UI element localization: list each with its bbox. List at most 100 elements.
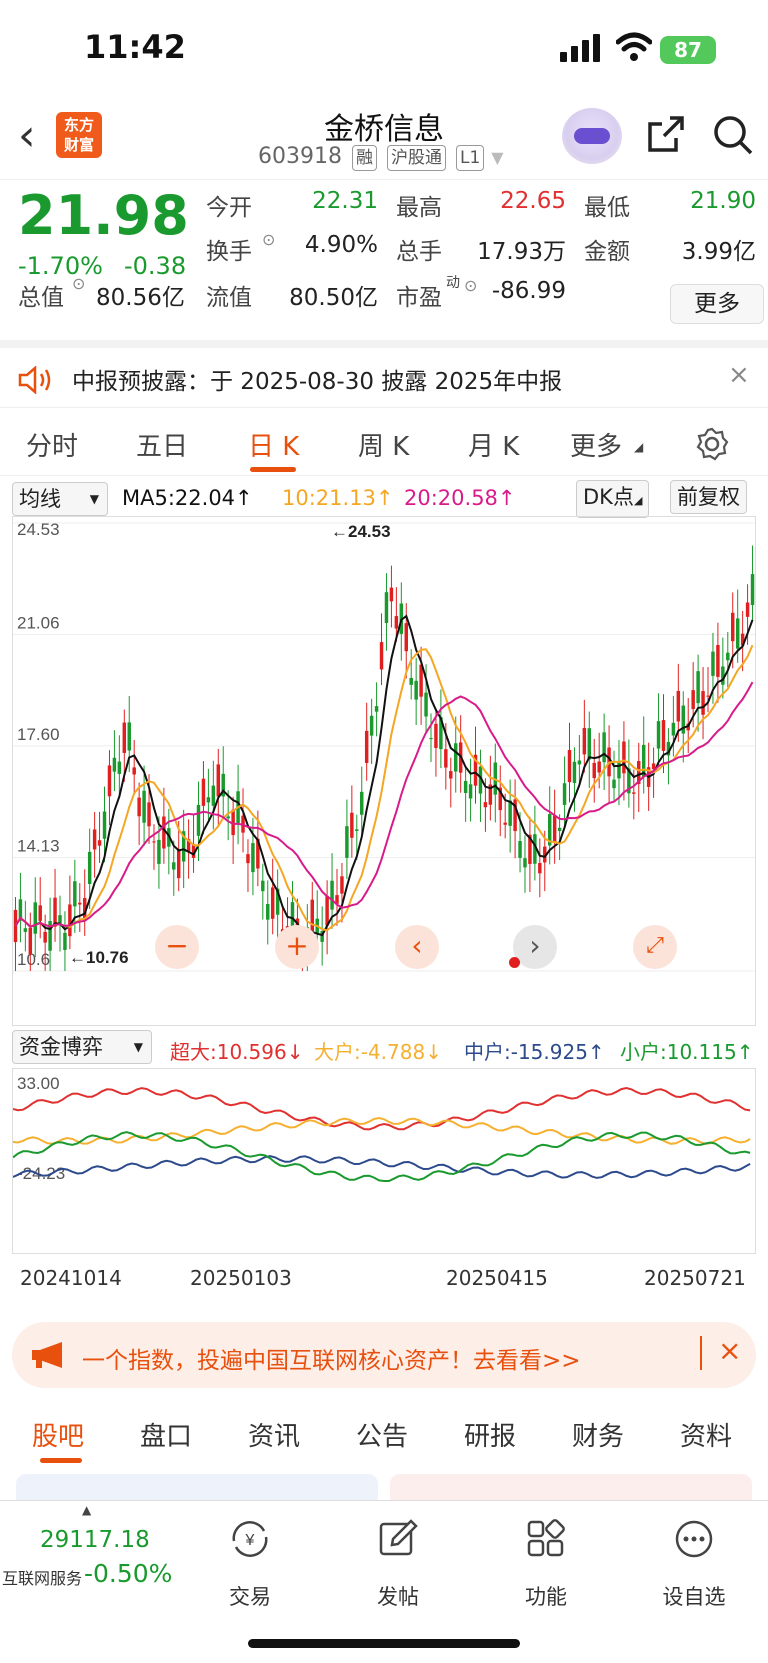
tab-profile[interactable]: 资料	[680, 1422, 733, 1452]
pe-value: -86.99	[491, 278, 566, 304]
scroll-left-button[interactable]: ‹	[395, 925, 439, 969]
fund-select[interactable]: 资金博弈 ▼	[12, 1030, 152, 1064]
candle-body	[656, 721, 661, 749]
y-axis-label: 10.6	[17, 950, 50, 969]
card-left[interactable]	[16, 1474, 378, 1502]
candle-body	[533, 834, 537, 864]
mktcap-value: 80.56亿	[96, 285, 185, 311]
zoom-in-button[interactable]: +	[275, 925, 319, 969]
battery-icon: 87	[660, 36, 716, 64]
candle-body	[508, 800, 512, 826]
more-button[interactable]: 更多	[670, 284, 764, 324]
nav-add-watchlist[interactable]: 设自选	[662, 1585, 726, 1609]
candle-body	[186, 839, 191, 852]
zoom-out-button[interactable]: −	[155, 925, 199, 969]
trade-icon[interactable]: ¥	[228, 1519, 272, 1559]
info-icon[interactable]: ⊙	[464, 276, 478, 295]
candle-body	[468, 784, 473, 799]
candle-body	[142, 790, 146, 823]
tab-announcements[interactable]: 公告	[356, 1422, 409, 1452]
dropdown-arrow-icon: ▼	[133, 1040, 143, 1054]
tab-forum[interactable]: 股吧	[32, 1422, 85, 1452]
stock-code-row[interactable]: 603918 融 沪股通 L1 ▼	[258, 144, 504, 171]
candle-body	[38, 905, 42, 921]
card-right[interactable]	[390, 1474, 752, 1502]
info-icon[interactable]: ⊙	[262, 230, 276, 249]
candle-body	[53, 897, 57, 927]
active-tab-indicator	[40, 1458, 82, 1463]
candle-body	[231, 809, 235, 836]
candle-body	[68, 904, 72, 937]
search-icon[interactable]	[712, 114, 754, 156]
y-axis-label: 21.06	[17, 614, 60, 633]
tab-news[interactable]: 资讯	[248, 1422, 301, 1452]
quote-panel: 21.98 -1.70% -0.38 今开 22.31 最高 22.65 最低 …	[0, 180, 768, 340]
indicator-select-label: 均线	[19, 487, 61, 511]
candle-body	[676, 690, 681, 722]
dk-point-button[interactable]: DK点◢	[576, 480, 650, 518]
tab-financials[interactable]: 财务	[572, 1422, 625, 1452]
candle-body	[735, 618, 740, 649]
promo-text: 一个指数，投遍中国互联网核心资产！去看看>>	[82, 1348, 581, 1374]
tab-five-day[interactable]: 五日	[136, 432, 189, 462]
more-dots-icon[interactable]	[674, 1519, 714, 1559]
candle-body	[310, 899, 315, 931]
y-axis-label: 24.53	[17, 520, 60, 539]
open-value: 22.31	[312, 188, 378, 214]
candle-body	[320, 931, 324, 942]
candle-body	[409, 677, 413, 685]
candle-body	[602, 732, 606, 763]
back-button[interactable]: ‹	[18, 110, 36, 161]
candle-body	[429, 738, 433, 740]
candle-body	[58, 915, 62, 925]
close-icon[interactable]: ×	[718, 1334, 742, 1367]
info-icon[interactable]: ⊙	[72, 274, 86, 293]
candle-body	[696, 671, 700, 704]
notice-text: 中报预披露：于 2025-08-30 披露 2025年中报	[72, 369, 563, 395]
adjust-button[interactable]: 前复权	[670, 480, 747, 514]
date-axis: 20241014 20250103 20250415 20250721	[0, 1264, 768, 1294]
index-value[interactable]: 29117.18	[40, 1527, 150, 1553]
speaker-icon	[18, 366, 51, 394]
settings-gear-icon[interactable]	[694, 426, 730, 462]
candle-body	[439, 717, 443, 750]
eastmoney-logo: 东方 财富	[56, 112, 102, 158]
tab-weekly-k[interactable]: 周 K	[358, 432, 410, 462]
nav-post[interactable]: 发帖	[377, 1585, 419, 1609]
logo-text-2: 财富	[63, 136, 94, 154]
tab-more[interactable]: 更多	[570, 432, 623, 462]
tab-daily-k[interactable]: 日 K	[248, 432, 300, 462]
tab-intraday[interactable]: 分时	[26, 432, 79, 462]
candle-body	[444, 749, 448, 768]
nav-trade[interactable]: 交易	[229, 1585, 271, 1609]
functions-grid-icon[interactable]	[526, 1519, 566, 1559]
notice-bar[interactable]: 中报预披露：于 2025-08-30 披露 2025年中报 ×	[0, 340, 768, 408]
candle-body	[582, 727, 587, 755]
nav-functions[interactable]: 功能	[525, 1585, 567, 1609]
indicator-select[interactable]: 均线 ▼	[12, 482, 108, 516]
candle-body	[340, 876, 344, 894]
candle-body	[330, 880, 334, 910]
active-tab-indicator	[250, 467, 296, 472]
candle-body	[567, 749, 572, 783]
candle-body	[503, 822, 507, 825]
kline-tabs: 分时 五日 日 K 周 K 月 K 更多 ◢	[0, 410, 768, 476]
fullscreen-icon[interactable]: ⤢	[633, 925, 677, 969]
ma20-value: 20:20.58↑	[404, 486, 516, 510]
kline-svg: 24.53 21.06 17.60 14.13 10.6 ←24.53 ←10.76	[13, 520, 755, 972]
ma20-line	[14, 681, 754, 928]
tab-research[interactable]: 研报	[464, 1422, 517, 1452]
kline-chart[interactable]: 24.53 21.06 17.60 14.13 10.6 ←24.53 ←10.76 − +…	[12, 516, 756, 1026]
promo-banner[interactable]: 一个指数，投遍中国互联网核心资产！去看看>> ×	[12, 1322, 756, 1388]
share-icon[interactable]	[646, 114, 686, 154]
post-icon[interactable]	[378, 1519, 418, 1559]
scroll-right-button[interactable]: ›	[513, 925, 557, 969]
ai-assistant-icon[interactable]	[562, 108, 622, 164]
clock: 11:42	[84, 28, 186, 66]
tab-orderbook[interactable]: 盘口	[140, 1422, 193, 1452]
candle-body	[266, 903, 270, 920]
close-icon[interactable]: ×	[728, 360, 750, 390]
candle-body	[63, 932, 67, 951]
tab-monthly-k[interactable]: 月 K	[468, 432, 520, 462]
y-axis-label: 17.60	[17, 725, 60, 744]
